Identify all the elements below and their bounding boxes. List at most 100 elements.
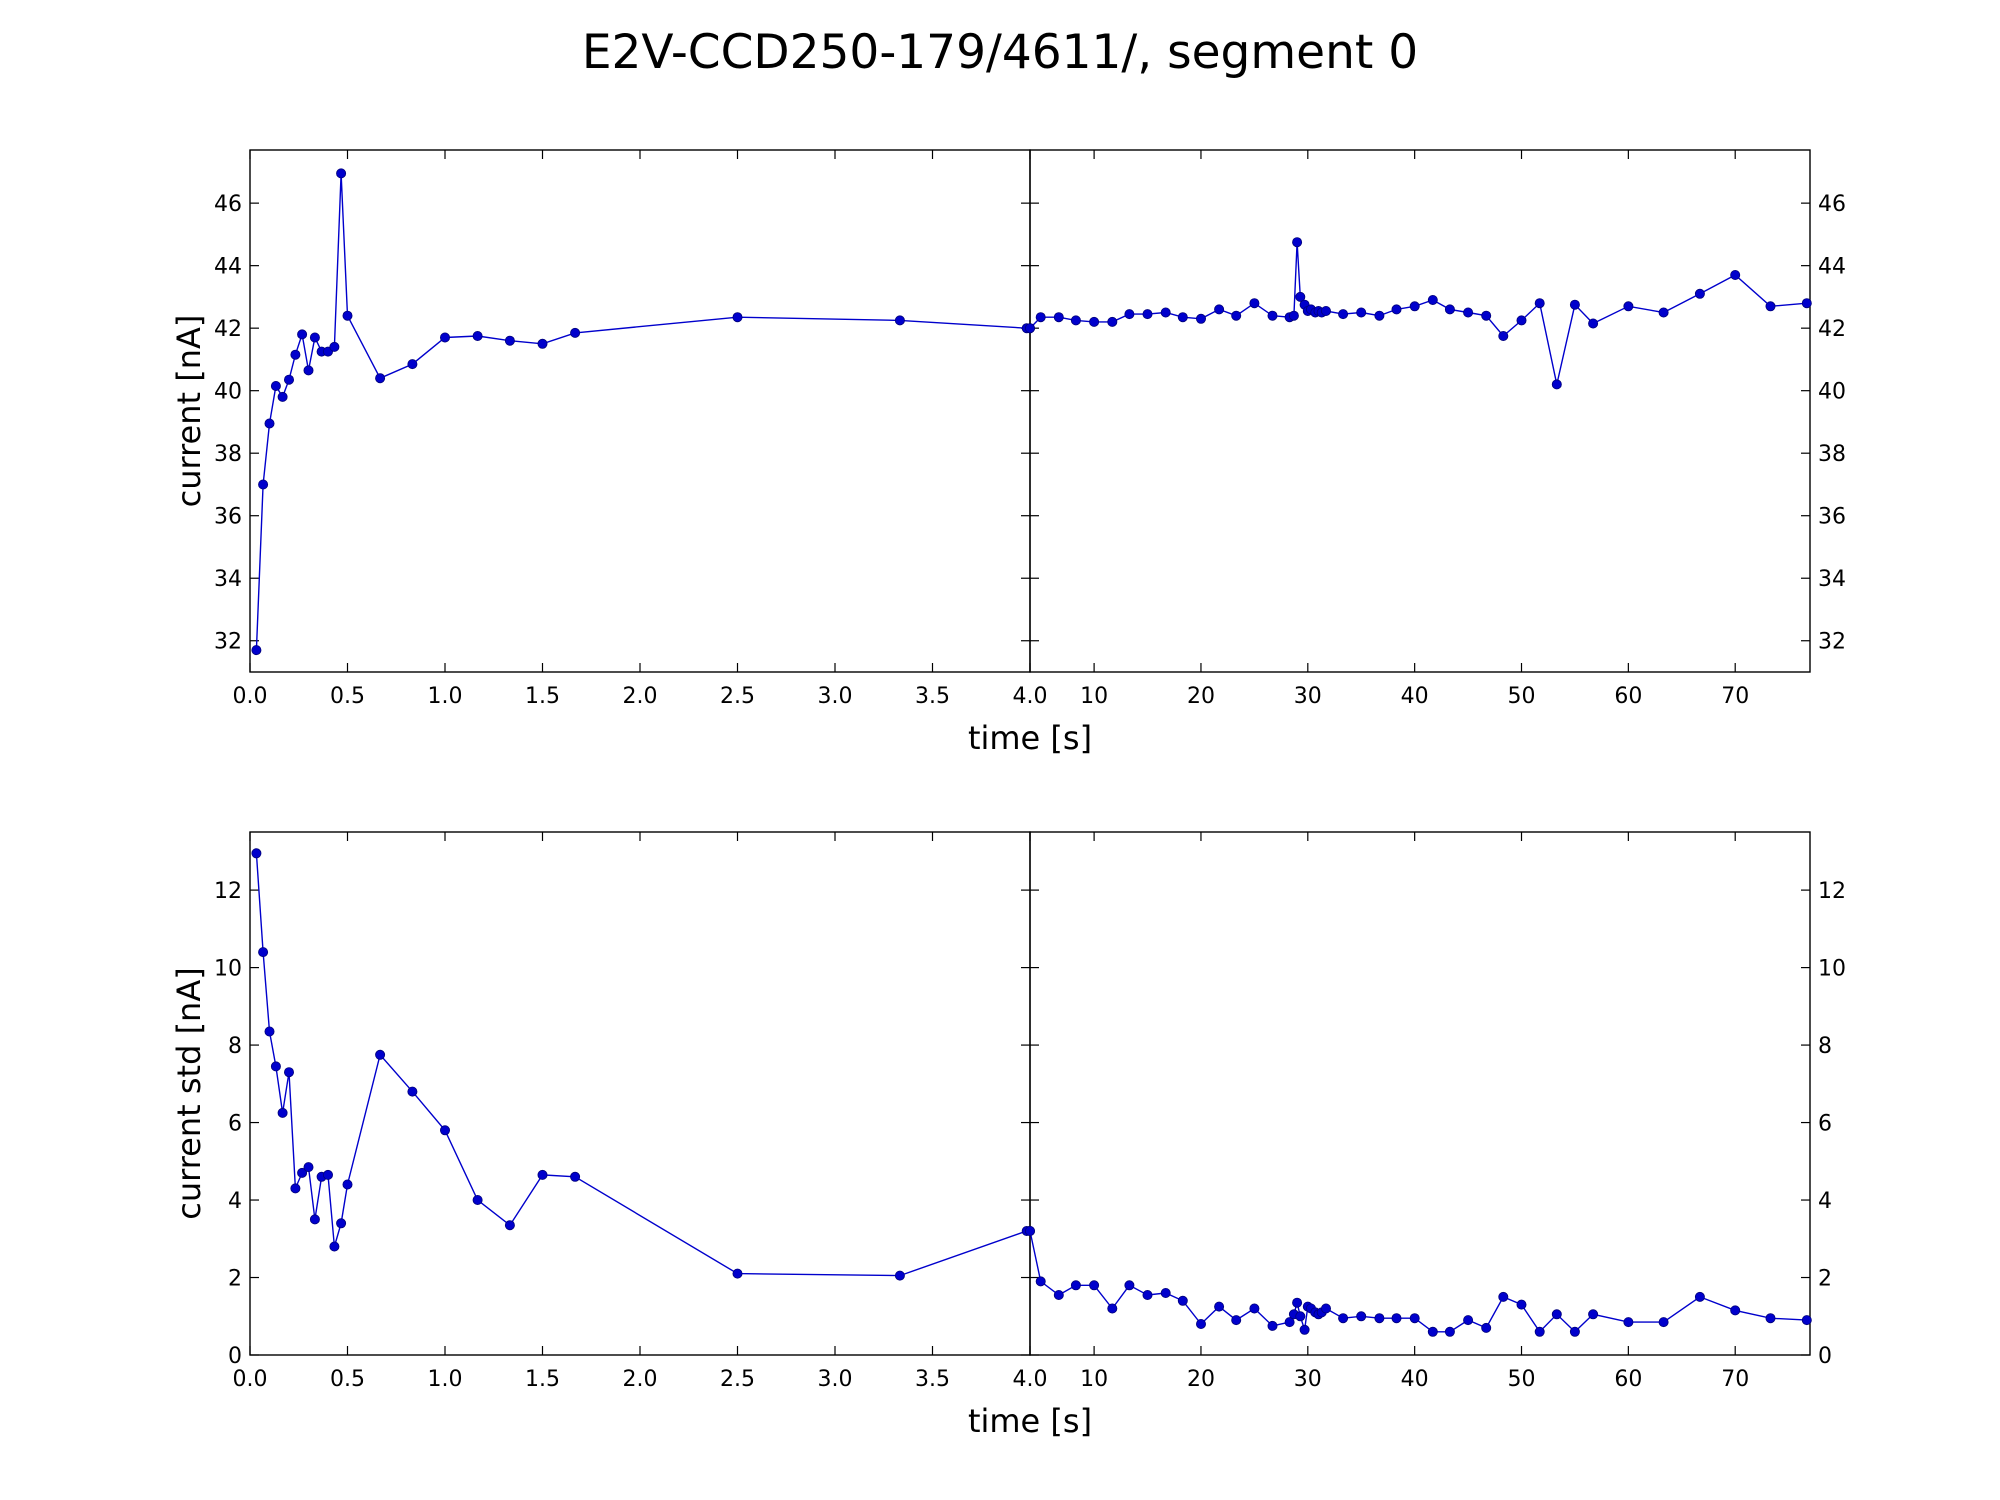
chart-4-x-tick-label: 20 (1187, 1367, 1215, 1392)
chart-2-data-point (1214, 304, 1225, 315)
chart-4-x-tick-label: 50 (1508, 1367, 1536, 1392)
chart-3-data-point (732, 1268, 743, 1279)
chart-3-x-tick-label: 3.5 (915, 1367, 950, 1392)
chart-2-data-point (1498, 330, 1509, 341)
chart-4-data-point (1035, 1276, 1046, 1287)
chart-2-data-point (1288, 310, 1299, 321)
figure-title: E2V-CCD250-179/4611/, segment 0 (582, 25, 1418, 80)
chart-2-data-point (1292, 237, 1303, 248)
chart-1-y-tick-label: 38 (214, 442, 242, 467)
chart-3-y-tick-label: 0 (228, 1344, 242, 1369)
chart-4-data-point (1299, 1324, 1310, 1335)
chart-2-data-point (1053, 312, 1064, 323)
chart-4-x-tick-label: 30 (1294, 1367, 1322, 1392)
chart-3-y-tick-label: 10 (214, 957, 242, 982)
chart-3-data-point (297, 1167, 308, 1178)
chart-4-y-tick-label: 0 (1818, 1344, 1832, 1369)
chart-4-data-point (1498, 1291, 1509, 1302)
chart-3-y-tick-label: 4 (228, 1189, 242, 1214)
chart-3-data-point (375, 1049, 386, 1060)
chart-2-data-point (1658, 307, 1669, 318)
chart-1-x-tick-label: 0.0 (233, 684, 268, 709)
chart-4-x-tick-label: 10 (1080, 1367, 1108, 1392)
chart-2-data-point (1374, 310, 1385, 321)
chart-1-data-point (258, 479, 269, 490)
chart-4-data-point (1107, 1303, 1118, 1314)
chart-3-x-tick-label: 0.5 (330, 1367, 365, 1392)
chart-4-data-point (1214, 1301, 1225, 1312)
chart-4-x-tick-label: 70 (1721, 1367, 1749, 1392)
chart-1-data-point (270, 380, 281, 391)
chart-1-data-point (303, 365, 314, 376)
chart-4-data-point (1249, 1303, 1260, 1314)
chart-3-x-tick-label: 4.0 (1013, 1367, 1048, 1392)
chart-4-data-point (1481, 1322, 1492, 1333)
chart-3-x-tick-label: 3.0 (818, 1367, 853, 1392)
chart-2-data-point (1481, 310, 1492, 321)
chart-1-data-point (439, 332, 450, 343)
chart-1-series-line (255, 173, 1030, 651)
chart-1-data-point (283, 374, 294, 385)
chart-1-x-tick-label: 3.0 (818, 684, 853, 709)
chart-1-data-point (297, 329, 308, 340)
chart-2-x-tick-label: 30 (1294, 684, 1322, 709)
chart-1-frame (249, 149, 1031, 673)
chart-3: 0.0 0.5 1.0 1.5 2.0 2.5 3.0 3.5 4.0 0 2 4 6 8 10 12 time… (170, 831, 1092, 1440)
chart-2-data-point (1177, 312, 1188, 323)
chart-2-data-point (1267, 310, 1278, 321)
chart-2-data-point (1730, 269, 1741, 280)
chart-4-data-point (1284, 1317, 1295, 1328)
chart-1-data-point (732, 312, 743, 323)
chart-3-data-point (258, 947, 269, 958)
chart-3-y-axis-label: current std [nA] (170, 967, 208, 1219)
chart-2-data-point (1588, 318, 1599, 329)
chart-1-data-point (472, 330, 483, 341)
chart-4-data-point (1801, 1315, 1812, 1326)
chart-3-data-point (264, 1026, 275, 1037)
chart-2-data-point (1801, 298, 1812, 309)
chart-2-data-point (1196, 313, 1207, 324)
chart-3-data-point (283, 1067, 294, 1078)
chart-4-data-point (1730, 1305, 1741, 1316)
chart-3-y-tick-label: 8 (228, 1034, 242, 1059)
chart-1-data-point (407, 359, 418, 370)
chart-1-y-tick-label: 42 (214, 317, 242, 342)
chart-3-data-point (251, 848, 262, 859)
chart-1-data-point (336, 168, 347, 179)
chart-1-data-point (309, 332, 320, 343)
chart-1-data-point (251, 645, 262, 656)
chart-1-x-tick-label: 4.0 (1013, 684, 1048, 709)
chart-2-x-tick-label: 50 (1508, 684, 1536, 709)
chart-3-data-point (504, 1220, 515, 1231)
chart-4-data-point (1321, 1303, 1332, 1314)
chart-4-frame (1029, 831, 1811, 1356)
chart-2-data-point (1409, 301, 1420, 312)
chart-4-data-point (1409, 1313, 1420, 1324)
chart-2-data-point (1391, 304, 1402, 315)
chart-3-data-point (342, 1179, 353, 1190)
chart-2-data-point (1142, 309, 1153, 320)
chart-4-data-point (1356, 1311, 1367, 1322)
chart-3-y-tick-label: 2 (228, 1267, 242, 1292)
chart-4-data-point (1516, 1299, 1527, 1310)
chart-1-y-tick-label: 40 (214, 380, 242, 405)
chart-3-data-point (303, 1162, 314, 1173)
chart-3-data-point (439, 1125, 450, 1136)
chart-4-data-point (1694, 1291, 1705, 1302)
chart-2-data-point (1070, 315, 1081, 326)
chart-3-data-point (336, 1218, 347, 1229)
chart-3-y-tick-label: 12 (214, 879, 242, 904)
chart-1-y-tick-label: 46 (214, 192, 242, 217)
chart-1: 0.0 0.5 1.0 1.5 2.0 2.5 3.0 3.5 4.0 32 34 36 38 40 42 4… (170, 149, 1092, 757)
chart-2-data-point (1107, 316, 1118, 327)
chart-2-data-point (1231, 310, 1242, 321)
chart-4: 10 20 30 40 50 60 70 0 2 4 6 8 10 12 (1025, 831, 1846, 1392)
chart-4-y-tick-label: 10 (1818, 957, 1846, 982)
chart-3-frame (249, 831, 1031, 1356)
chart-2-data-point (1089, 316, 1100, 327)
chart-4-data-point (1070, 1280, 1081, 1291)
chart-1-y-tick-label: 34 (214, 567, 242, 592)
chart-1-x-tick-label: 2.5 (720, 684, 755, 709)
chart-4-y-tick-label: 4 (1818, 1189, 1832, 1214)
chart-1-data-point (894, 315, 905, 326)
